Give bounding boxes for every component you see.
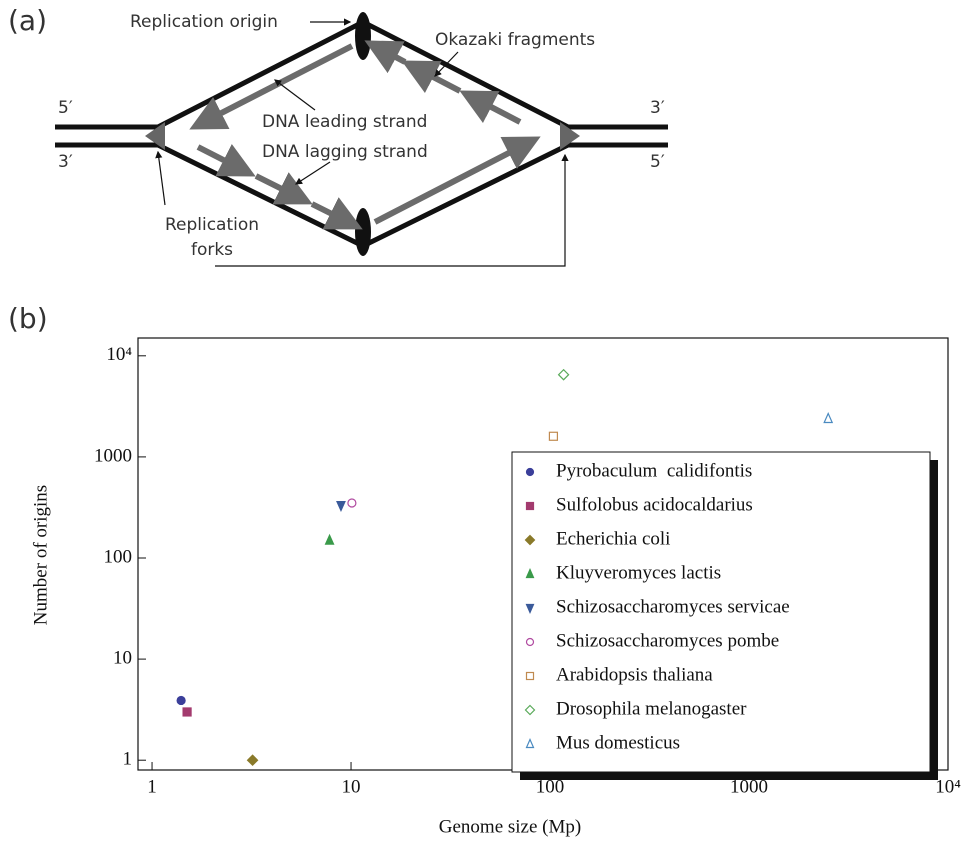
y-axis-label: Number of origins — [30, 485, 51, 625]
legend-label: Echerichia coli — [556, 528, 670, 549]
legend-label: Pyrobaculum calidifontis — [556, 460, 752, 481]
pointers — [155, 18, 569, 267]
marker — [557, 368, 570, 381]
fork — [145, 122, 165, 150]
x-tick-label: 1000 — [730, 776, 768, 797]
y-tick-label: 100 — [104, 546, 133, 567]
y-tick-label: 1000 — [94, 445, 132, 466]
marker — [182, 707, 192, 717]
legend-label: Kluyveromyces lactis — [556, 562, 721, 583]
marker — [524, 534, 536, 546]
fork — [560, 122, 580, 150]
label: Replication origin — [130, 12, 278, 32]
x-tick-label: 1 — [147, 776, 157, 797]
legend-label: Schizosaccharomyces pombe — [556, 630, 779, 651]
panel-label: (a) — [8, 4, 47, 37]
marker — [525, 568, 535, 579]
marker — [176, 695, 186, 706]
marker — [525, 501, 535, 511]
end-label: 5′ — [58, 98, 73, 118]
marker — [525, 603, 535, 614]
marker — [336, 500, 346, 513]
panel-label: (b) — [8, 302, 48, 335]
y-tick-label: 10 — [113, 647, 132, 668]
diagram: (a) Replication origin Okazaki — [8, 4, 668, 267]
strands — [189, 40, 541, 230]
origin — [355, 12, 371, 60]
marker — [548, 431, 559, 441]
y-tick-label: 1 — [123, 749, 133, 770]
origin — [355, 208, 371, 256]
legend-label: Arabidopsis thaliana — [556, 664, 713, 685]
legend-label: Schizosaccharomyces servicae — [556, 596, 790, 617]
x-tick-label: 10 — [342, 776, 361, 797]
label: Okazaki fragments — [435, 30, 595, 50]
y-tick-label: 10⁴ — [106, 344, 132, 365]
legend-label: Mus domesticus — [556, 732, 680, 753]
marker — [324, 533, 335, 545]
marker — [525, 637, 535, 647]
marker — [524, 704, 536, 716]
label: Replication — [165, 215, 259, 235]
x-axis-label: Genome size (Mp) — [439, 816, 581, 837]
legend — [511, 451, 931, 773]
marker — [246, 754, 259, 767]
marker — [525, 671, 535, 681]
marker — [525, 738, 535, 749]
end-label: 3′ — [650, 98, 665, 118]
label: DNA lagging strand — [262, 142, 428, 162]
label: forks — [191, 240, 233, 260]
marker — [347, 498, 357, 508]
marker — [823, 411, 834, 424]
label: DNA leading strand — [262, 112, 427, 132]
legend-label: Sulfolobus acidocaldarius — [556, 494, 753, 515]
x-tick-label: 100 — [536, 776, 565, 797]
legend-label: Drosophila melanogaster — [556, 698, 747, 719]
end-label: 5′ — [650, 152, 665, 172]
end-label: 3′ — [58, 152, 73, 172]
x-tick-label: 10⁴ — [935, 776, 961, 797]
marker — [525, 467, 535, 477]
